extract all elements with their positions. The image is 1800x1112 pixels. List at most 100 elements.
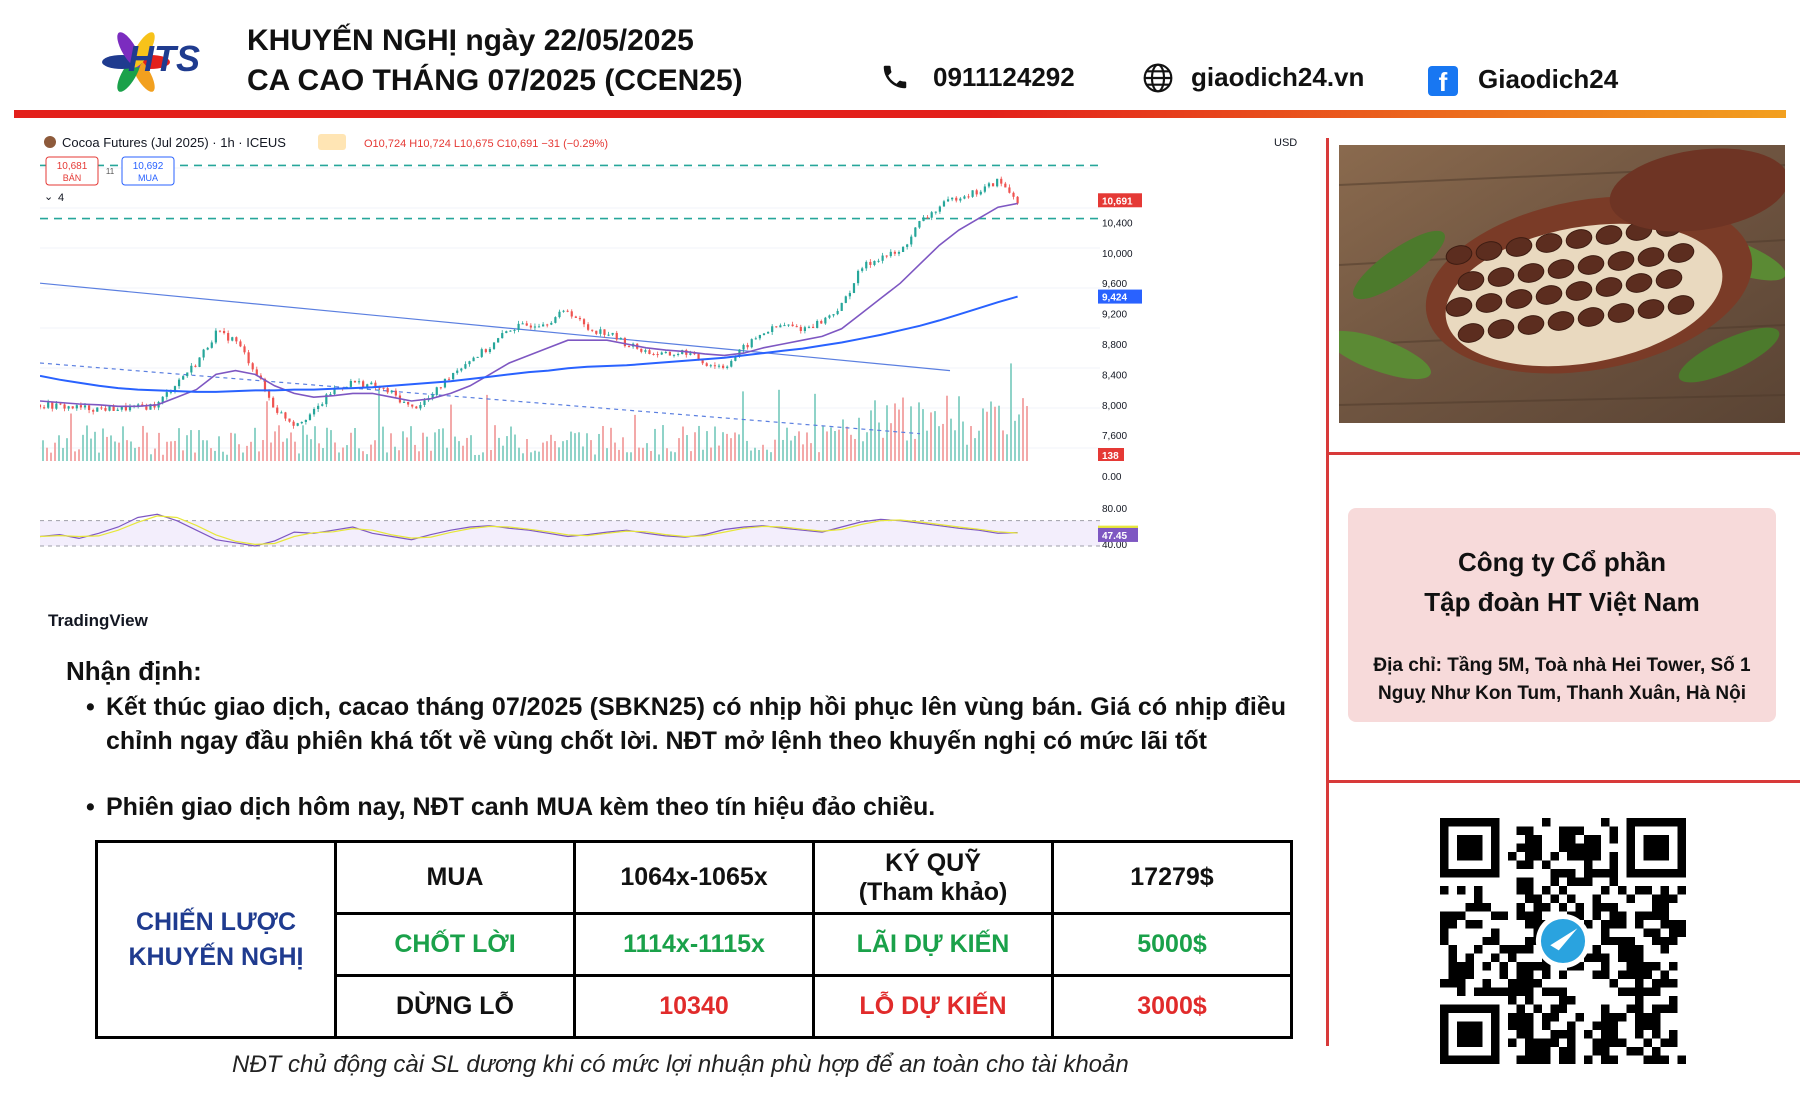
qr-module xyxy=(1609,936,1619,946)
cocoa-bean xyxy=(1637,247,1665,267)
candle xyxy=(836,310,839,315)
qr-module xyxy=(1660,1055,1670,1064)
volume-bar xyxy=(750,450,752,461)
volume-bar xyxy=(86,425,88,461)
qr-module xyxy=(1482,979,1491,988)
qr-module xyxy=(1601,936,1610,946)
hotline-number[interactable]: 0911124292 xyxy=(933,62,1075,92)
volume-bar xyxy=(854,438,856,461)
volume-bar xyxy=(590,440,592,461)
candle xyxy=(247,352,250,364)
buy-box[interactable] xyxy=(121,156,175,186)
candle xyxy=(938,206,941,212)
candle xyxy=(484,349,487,353)
candle xyxy=(517,323,520,330)
facebook-link[interactable]: Giaodich24 xyxy=(1478,64,1619,94)
qr-module xyxy=(1609,1013,1619,1022)
website-link[interactable]: giaodich24.vn xyxy=(1191,62,1365,92)
candle xyxy=(603,329,606,335)
qr-module xyxy=(1524,962,1534,971)
qr-module xyxy=(1541,1038,1551,1048)
qr-module xyxy=(1575,851,1585,861)
qr-module xyxy=(1592,902,1602,912)
volume-bar xyxy=(958,396,960,461)
candle xyxy=(746,344,749,348)
volume-bar xyxy=(598,433,600,461)
volume-bar xyxy=(514,434,516,461)
qr-module xyxy=(1507,987,1517,997)
volume-bar xyxy=(938,426,940,461)
qr-module xyxy=(1592,834,1602,844)
qr-module xyxy=(1567,1021,1576,1031)
qr-module xyxy=(1473,987,1483,997)
volume-bar xyxy=(630,452,632,461)
qr-module xyxy=(1601,1004,1610,1014)
qr-module xyxy=(1652,1004,1661,1014)
qr-module xyxy=(1558,987,1568,997)
qr-module xyxy=(1440,919,1449,929)
qr-module xyxy=(1601,953,1610,963)
qr-module xyxy=(1541,1013,1551,1022)
candle xyxy=(619,338,622,340)
qr-module xyxy=(1643,1055,1653,1064)
qr-module xyxy=(1456,911,1466,920)
rsi-tick-label: 80.00 xyxy=(1102,504,1127,515)
qr-module xyxy=(1635,911,1644,920)
qr-module xyxy=(1669,979,1678,988)
candle xyxy=(116,409,119,411)
price-tick-label: 9,200 xyxy=(1102,310,1127,321)
qr-module xyxy=(1465,970,1474,980)
company-box: Công ty Cổ phần Tập đoàn HT Việt Nam Địa … xyxy=(1348,508,1776,722)
qr-module xyxy=(1601,1013,1610,1022)
volume-bar xyxy=(718,445,720,461)
qr-module xyxy=(1669,1004,1678,1014)
qr-module xyxy=(1516,902,1525,912)
volume-bar xyxy=(338,452,340,461)
volume-bar xyxy=(310,439,312,461)
sell-box[interactable] xyxy=(45,156,99,186)
indicator-toggle[interactable]: ⌄ xyxy=(44,191,53,203)
volume-bar xyxy=(266,401,268,461)
cocoa-bean xyxy=(1535,233,1563,253)
cocoa-bean xyxy=(1505,289,1533,309)
qr-module xyxy=(1584,843,1593,852)
volume-bar xyxy=(586,433,588,461)
qr-module xyxy=(1524,843,1534,852)
qr-module xyxy=(1669,1038,1678,1048)
volume-bar xyxy=(426,436,428,461)
candle xyxy=(664,352,667,354)
candle xyxy=(177,379,181,387)
candle xyxy=(803,327,807,331)
volume-bar xyxy=(786,427,788,461)
qr-module xyxy=(1592,843,1602,852)
qr-module xyxy=(1440,885,1449,895)
volume-bar xyxy=(54,442,56,461)
qr-module xyxy=(1490,911,1500,920)
volume-bar xyxy=(490,449,492,461)
candle xyxy=(983,186,986,192)
candle xyxy=(263,378,267,390)
cocoa-bean xyxy=(1445,245,1473,265)
qr-module xyxy=(1533,919,1542,929)
telegram-qr-code[interactable] xyxy=(1440,818,1686,1064)
cocoa-bean xyxy=(1547,259,1575,279)
qr-module xyxy=(1533,979,1542,988)
qr-module xyxy=(1507,851,1517,861)
qr-module xyxy=(1516,962,1525,971)
candle xyxy=(963,196,966,199)
candle xyxy=(149,404,152,410)
qr-module xyxy=(1473,902,1483,912)
volume-bar xyxy=(682,426,684,461)
candle xyxy=(754,338,757,340)
qr-module xyxy=(1677,1055,1686,1064)
candle xyxy=(239,341,242,347)
volume-bar xyxy=(458,441,460,461)
candle xyxy=(811,326,815,328)
currency-selector[interactable]: USD xyxy=(1274,137,1297,149)
volume-bar xyxy=(118,442,120,461)
candle xyxy=(251,363,254,370)
candle xyxy=(407,401,410,405)
qr-module xyxy=(1440,928,1449,937)
qr-module xyxy=(1643,911,1653,920)
volume-bar xyxy=(98,452,100,461)
